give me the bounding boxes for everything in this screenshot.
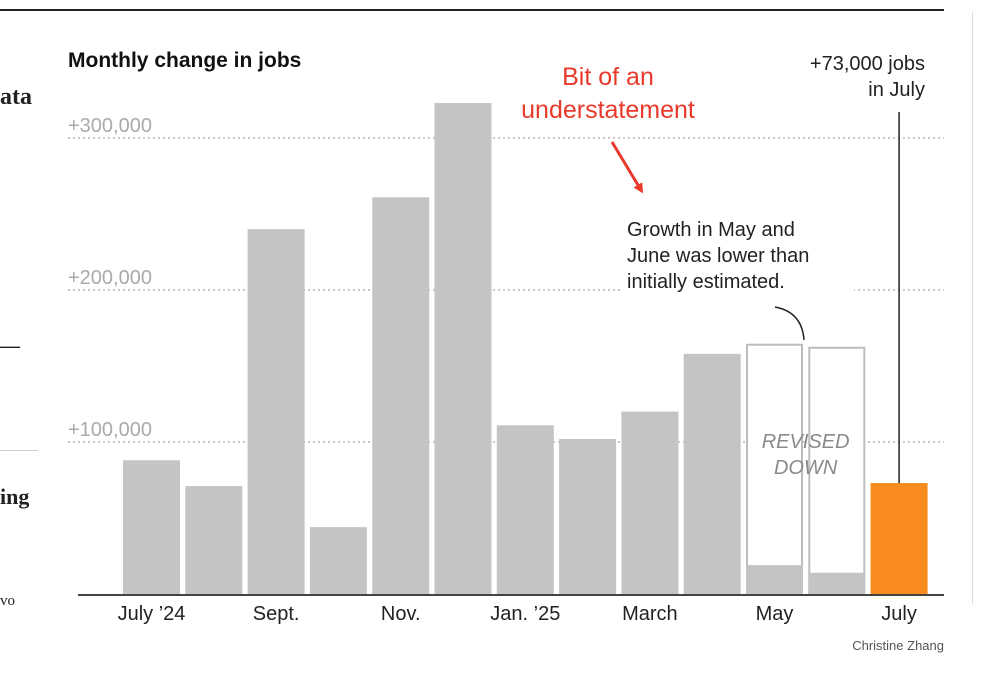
july-annotation-line: +73,000 jobs (810, 53, 925, 75)
july-annotation-line: in July (868, 79, 925, 101)
bar (496, 425, 554, 594)
right-divider (972, 12, 973, 604)
x-tick-label: July ’24 (118, 603, 186, 625)
x-tick-label: March (622, 603, 678, 625)
left-text-fragment: — (0, 335, 20, 357)
left-divider (0, 450, 38, 451)
bar (185, 486, 243, 594)
x-tick-label: Sept. (253, 603, 300, 625)
chart-title: Monthly change in jobs (68, 49, 302, 72)
bar (808, 572, 866, 594)
bar (746, 565, 803, 594)
left-text-fragment: ing (0, 484, 30, 509)
revised-down-label: DOWN (774, 457, 838, 479)
x-tick-label: Nov. (381, 603, 421, 625)
annotation-note-line: initially estimated. (627, 271, 785, 293)
annotation-red-arrow (610, 141, 644, 194)
bar (434, 103, 492, 594)
annotation-red-line: Bit of an (562, 63, 654, 91)
bar (309, 527, 367, 594)
y-tick-label: +200,000 (68, 267, 152, 289)
top-rule (0, 9, 944, 11)
bar (683, 353, 741, 594)
chart-credit: Christine Zhang (852, 638, 944, 653)
bar (559, 438, 617, 594)
bar (870, 483, 928, 594)
annotation-note-line: Growth in May and (627, 219, 795, 241)
bar (123, 460, 180, 594)
initial-estimate-outline (746, 343, 803, 595)
bar (372, 197, 430, 594)
bar (247, 229, 305, 594)
annotation-note-background (620, 210, 854, 298)
annotation-note-bracket (774, 306, 805, 341)
y-tick-label: +300,000 (68, 115, 152, 137)
initial-estimate-outline (808, 346, 866, 596)
annotation-note-line: June was lower than (627, 245, 809, 267)
annotation-red-line: understatement (521, 96, 695, 124)
x-tick-label: May (756, 603, 794, 625)
x-tick-label: Jan. ’25 (490, 603, 560, 625)
bar (621, 411, 679, 594)
left-text-fragment: ata (0, 84, 32, 110)
revised-down-label: REVISED (762, 431, 850, 453)
y-tick-label: +100,000 (68, 419, 152, 441)
x-tick-label: July (881, 603, 917, 625)
left-text-fragment: vo (0, 593, 15, 609)
